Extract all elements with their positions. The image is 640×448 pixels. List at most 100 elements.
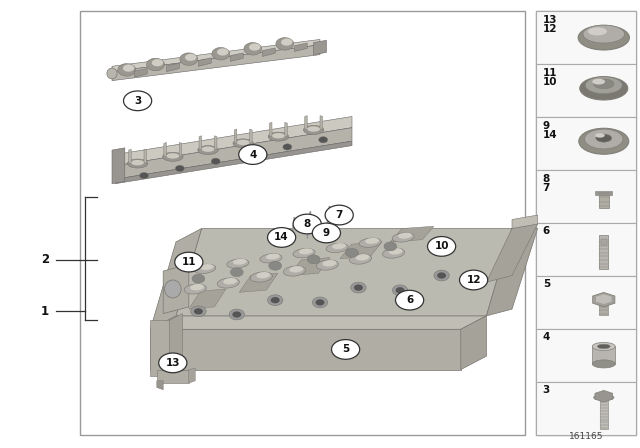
Ellipse shape <box>147 58 164 71</box>
Polygon shape <box>340 242 382 258</box>
Polygon shape <box>593 293 615 307</box>
Ellipse shape <box>127 159 148 168</box>
Ellipse shape <box>244 43 262 55</box>
Bar <box>595 191 612 195</box>
Ellipse shape <box>190 284 204 290</box>
Ellipse shape <box>268 132 289 141</box>
Polygon shape <box>129 149 131 164</box>
Circle shape <box>384 242 397 251</box>
Polygon shape <box>170 314 182 376</box>
Bar <box>536 11 636 64</box>
Text: 11: 11 <box>543 68 557 78</box>
Circle shape <box>175 252 203 272</box>
Text: 5: 5 <box>543 280 550 289</box>
Text: 6: 6 <box>543 227 550 237</box>
Polygon shape <box>134 69 147 77</box>
Polygon shape <box>305 116 307 130</box>
Polygon shape <box>157 370 189 383</box>
Ellipse shape <box>212 47 230 60</box>
Text: 14: 14 <box>543 129 557 140</box>
Bar <box>536 117 636 170</box>
Polygon shape <box>320 116 323 130</box>
Circle shape <box>396 290 424 310</box>
Text: 10: 10 <box>435 241 449 251</box>
Ellipse shape <box>585 77 622 94</box>
Polygon shape <box>144 149 147 164</box>
Text: 6: 6 <box>406 295 413 305</box>
Polygon shape <box>390 226 434 242</box>
Bar <box>600 397 607 429</box>
Circle shape <box>434 270 449 281</box>
Ellipse shape <box>584 129 623 149</box>
Circle shape <box>316 299 324 306</box>
Ellipse shape <box>260 254 282 263</box>
Ellipse shape <box>152 59 163 66</box>
Polygon shape <box>234 129 237 143</box>
Bar <box>536 382 636 435</box>
Ellipse shape <box>180 53 198 65</box>
Ellipse shape <box>217 48 228 56</box>
Ellipse shape <box>592 360 615 368</box>
Polygon shape <box>262 48 275 56</box>
Circle shape <box>460 270 488 290</box>
Ellipse shape <box>579 128 628 154</box>
Ellipse shape <box>307 126 320 132</box>
Circle shape <box>124 91 152 111</box>
Circle shape <box>332 340 360 359</box>
Ellipse shape <box>281 39 292 46</box>
Polygon shape <box>198 58 211 66</box>
Ellipse shape <box>332 243 346 249</box>
Polygon shape <box>164 142 166 157</box>
Circle shape <box>230 268 243 277</box>
Ellipse shape <box>131 160 144 165</box>
Text: 13: 13 <box>543 15 557 25</box>
Circle shape <box>307 255 320 264</box>
Polygon shape <box>176 228 512 316</box>
Polygon shape <box>290 258 330 276</box>
Circle shape <box>239 145 267 164</box>
Circle shape <box>191 306 206 317</box>
Ellipse shape <box>392 233 414 242</box>
Ellipse shape <box>185 54 196 61</box>
Circle shape <box>396 287 404 293</box>
Polygon shape <box>461 316 486 370</box>
Text: 10: 10 <box>543 77 557 86</box>
Polygon shape <box>150 329 461 370</box>
Circle shape <box>392 285 408 296</box>
Ellipse shape <box>349 254 372 264</box>
Text: 3: 3 <box>134 96 141 106</box>
Polygon shape <box>150 320 170 376</box>
Polygon shape <box>163 264 189 314</box>
Polygon shape <box>112 45 320 81</box>
Ellipse shape <box>578 26 629 50</box>
Circle shape <box>268 228 296 247</box>
Ellipse shape <box>365 238 379 244</box>
Circle shape <box>312 297 328 308</box>
Circle shape <box>269 261 282 270</box>
Ellipse shape <box>355 254 369 260</box>
Polygon shape <box>150 228 202 329</box>
Text: 9: 9 <box>543 121 550 131</box>
Text: 4: 4 <box>249 150 257 159</box>
Text: 2: 2 <box>41 253 49 267</box>
Polygon shape <box>166 63 179 72</box>
Circle shape <box>351 282 366 293</box>
Polygon shape <box>112 39 320 72</box>
Polygon shape <box>486 228 538 316</box>
Polygon shape <box>595 390 612 402</box>
Ellipse shape <box>398 233 412 239</box>
Text: 7: 7 <box>335 210 343 220</box>
Text: 13: 13 <box>166 358 180 368</box>
Text: 161165: 161165 <box>569 432 603 441</box>
Text: 7: 7 <box>543 182 550 193</box>
Ellipse shape <box>326 243 348 253</box>
Circle shape <box>437 272 446 279</box>
Circle shape <box>159 353 187 373</box>
Text: 12: 12 <box>467 275 481 285</box>
Ellipse shape <box>316 260 339 270</box>
Ellipse shape <box>359 238 381 247</box>
Circle shape <box>268 295 283 306</box>
Polygon shape <box>269 122 272 137</box>
Ellipse shape <box>163 152 183 161</box>
Circle shape <box>346 248 358 257</box>
